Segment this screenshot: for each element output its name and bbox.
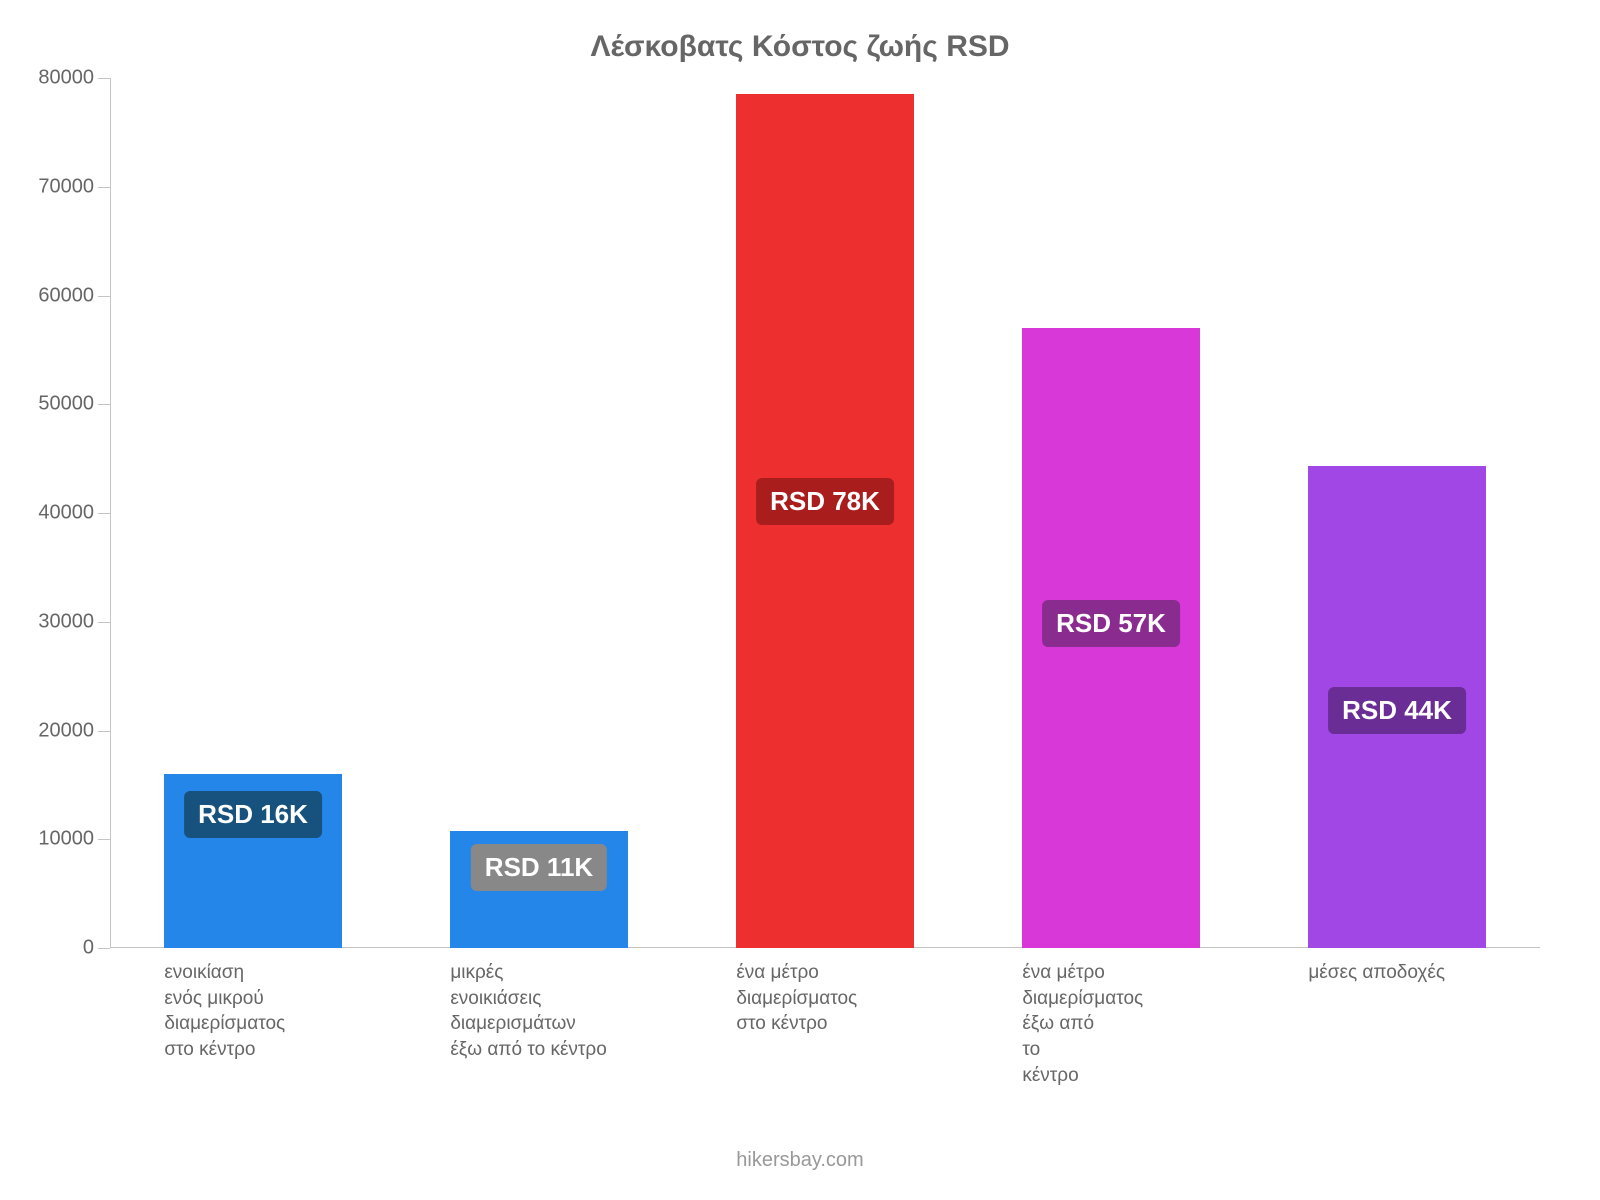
y-tick: [98, 839, 110, 840]
chart-container: Λέσκοβατς Κόστος ζωής RSD 01000020000300…: [0, 0, 1600, 1200]
x-axis-label: μικρέςενοικιάσειςδιαμερισμάτωνέξω από το…: [450, 960, 627, 1063]
attribution-text: hikersbay.com: [0, 1149, 1600, 1172]
y-tick-label: 70000: [38, 175, 94, 198]
y-tick-label: 30000: [38, 610, 94, 633]
y-tick-label: 80000: [38, 67, 94, 90]
y-tick: [98, 78, 110, 79]
y-tick: [98, 622, 110, 623]
bar-value-badge: RSD 57K: [1042, 600, 1180, 647]
y-tick-label: 40000: [38, 502, 94, 525]
x-axis-label: μέσες αποδοχές: [1308, 960, 1485, 986]
x-axis-label: ενοικίασηενός μικρούδιαμερίσματοςστο κέν…: [164, 960, 341, 1063]
y-tick: [98, 513, 110, 514]
y-axis-line: [110, 78, 111, 948]
x-axis-label: ένα μέτρο διαμερίσματοςέξω απότοκέντρο: [1022, 960, 1199, 1088]
y-tick: [98, 731, 110, 732]
y-tick: [98, 296, 110, 297]
y-tick-label: 20000: [38, 719, 94, 742]
y-tick-label: 60000: [38, 284, 94, 307]
y-tick: [98, 948, 110, 949]
y-tick-label: 10000: [38, 828, 94, 851]
x-axis-label: ένα μέτρο διαμερίσματοςστο κέντρο: [736, 960, 913, 1037]
bar-value-badge: RSD 78K: [756, 478, 894, 525]
y-tick-label: 0: [83, 937, 94, 960]
bar-value-badge: RSD 16K: [184, 791, 322, 838]
bar-value-badge: RSD 44K: [1328, 687, 1466, 734]
bar-value-badge: RSD 11K: [471, 844, 607, 891]
y-tick: [98, 404, 110, 405]
y-tick-label: 50000: [38, 393, 94, 416]
chart-title: Λέσκοβατς Κόστος ζωής RSD: [40, 30, 1560, 64]
plot-area: 0100002000030000400005000060000700008000…: [110, 78, 1540, 948]
y-tick: [98, 187, 110, 188]
